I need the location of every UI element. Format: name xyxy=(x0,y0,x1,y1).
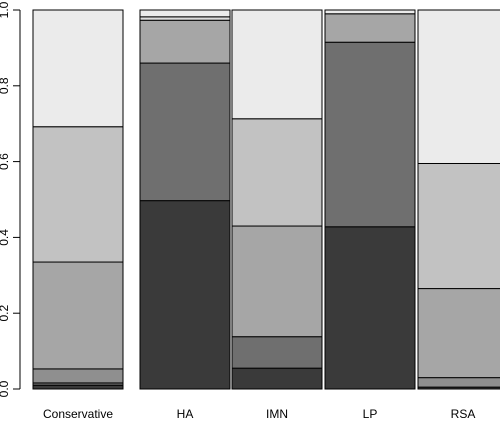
bar-segment xyxy=(139,9,231,18)
y-tick-label: 0.6 xyxy=(0,153,11,170)
bar-stack-lp xyxy=(324,9,416,390)
x-tick-label: RSA xyxy=(451,407,476,421)
bar-segment xyxy=(139,200,231,390)
bar-segment xyxy=(417,377,500,388)
bar-segment xyxy=(324,41,416,228)
y-tick-label: 0.4 xyxy=(0,229,11,246)
y-tick-label: 0.8 xyxy=(0,77,11,94)
bar-segment xyxy=(139,62,231,202)
x-tick-label: HA xyxy=(177,407,194,421)
bar-segment xyxy=(32,261,124,370)
bar-stack-imn xyxy=(231,9,323,390)
x-tick-label: IMN xyxy=(266,407,288,421)
bars xyxy=(32,9,500,390)
y-tick-label: 0.2 xyxy=(0,305,11,322)
bar-segment xyxy=(417,288,500,379)
bar-segment xyxy=(324,9,416,15)
bar-segment xyxy=(417,9,500,164)
bar-segment xyxy=(32,9,124,128)
bar-stack-rsa xyxy=(417,9,500,390)
x-tick-label: LP xyxy=(363,407,378,421)
x-axis-labels: Conservative HA IMN LP RSA xyxy=(43,407,475,421)
x-tick-label: Conservative xyxy=(43,407,113,421)
bar-stack-conservative xyxy=(32,9,124,390)
bar-segment xyxy=(32,384,124,390)
bar-stack-ha xyxy=(139,9,231,390)
bar-segment xyxy=(32,368,124,384)
bar-segment xyxy=(324,226,416,390)
y-tick-label: 0.0 xyxy=(0,380,11,397)
y-axis: 0.0 0.2 0.4 0.6 0.8 1.0 xyxy=(0,1,21,397)
bar-segment xyxy=(32,126,124,263)
bar-segment xyxy=(324,13,416,43)
y-tick-label: 1.0 xyxy=(0,1,11,18)
bar-segment xyxy=(231,367,323,390)
bar-segment xyxy=(231,118,323,227)
bar-segment xyxy=(139,16,231,21)
bar-segment xyxy=(231,336,323,369)
bar-segment xyxy=(231,9,323,120)
bar-segment xyxy=(417,162,500,290)
bar-segment xyxy=(139,19,231,64)
bar-segment xyxy=(231,225,323,338)
